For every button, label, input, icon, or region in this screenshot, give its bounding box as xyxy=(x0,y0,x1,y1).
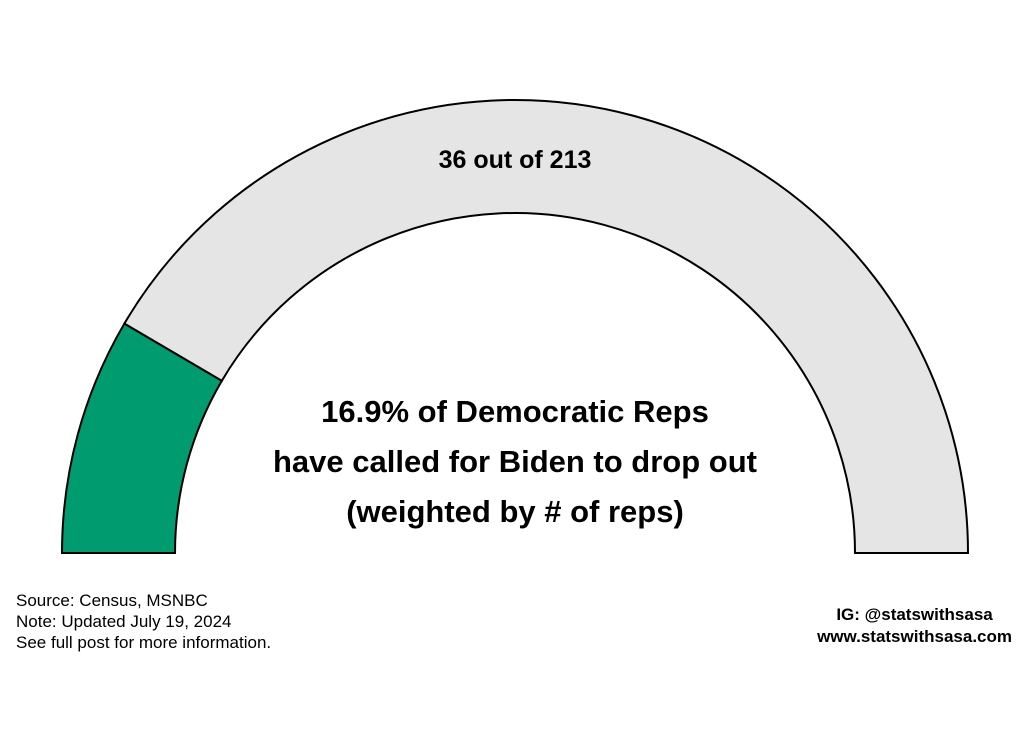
center-text-line-2: have called for Biden to drop out xyxy=(273,444,757,479)
instagram-handle: IG: @statswithsasa xyxy=(836,605,993,624)
note-text: Note: Updated July 19, 2024 xyxy=(16,612,232,631)
center-text-line-1: 16.9% of Democratic Reps xyxy=(321,394,709,429)
center-text-line-3: (weighted by # of reps) xyxy=(346,494,684,529)
website-url: www.statswithsasa.com xyxy=(817,627,1012,646)
source-text: Source: Census, MSNBC xyxy=(16,591,208,610)
source-notes: Source: Census, MSNBC Note: Updated July… xyxy=(16,590,271,653)
more-info-text: See full post for more information. xyxy=(16,633,272,652)
attribution: IG: @statswithsasa www.statswithsasa.com xyxy=(817,604,1012,648)
gauge-count-label: 36 out of 213 xyxy=(439,146,592,174)
gauge-remaining-segment xyxy=(123,99,970,554)
gauge-filled-segment xyxy=(60,322,224,554)
